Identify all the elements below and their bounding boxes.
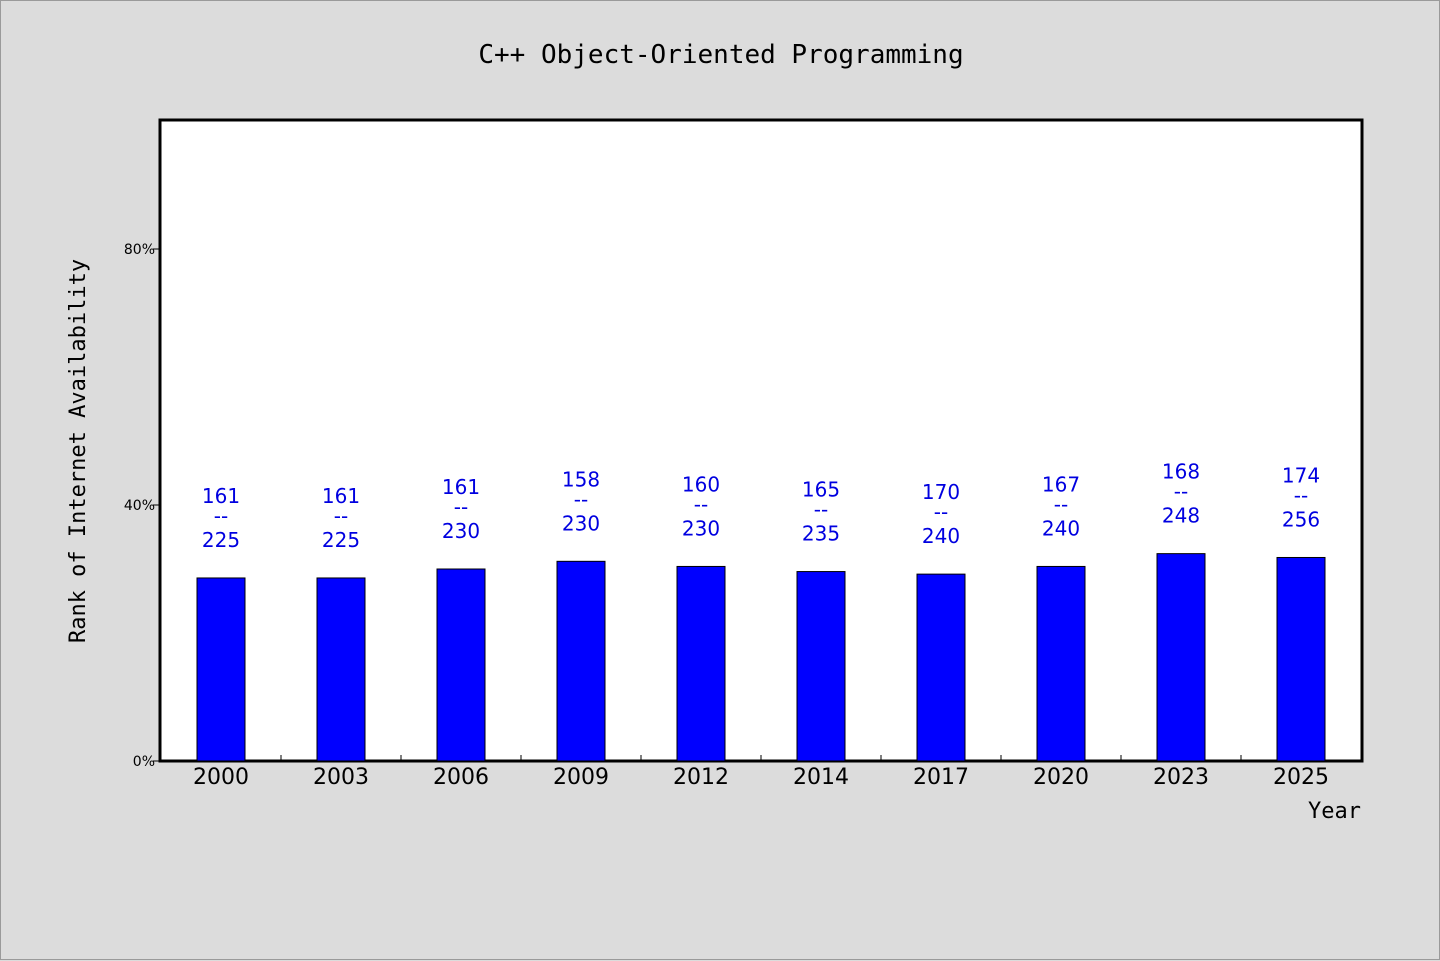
data-label-separator-2006: -- bbox=[454, 495, 468, 519]
data-label-high-2009: 230 bbox=[562, 511, 600, 535]
data-label-low-2012: 160 bbox=[682, 472, 720, 496]
y-tick-label-2: 80% bbox=[124, 242, 155, 258]
data-label-high-2025: 256 bbox=[1282, 507, 1320, 531]
data-label-low-2025: 174 bbox=[1282, 463, 1320, 487]
x-tick-label-2017: 2017 bbox=[913, 765, 969, 790]
data-label-separator-2025: -- bbox=[1294, 483, 1308, 507]
data-label-high-2000: 225 bbox=[202, 528, 240, 552]
y-axis-title: Rank of Internet Availability bbox=[66, 259, 91, 643]
data-label-low-2020: 167 bbox=[1042, 472, 1080, 496]
data-label-separator-2020: -- bbox=[1054, 492, 1068, 516]
x-tick-label-2003: 2003 bbox=[313, 765, 369, 790]
y-axis: 0% 40% 80% bbox=[124, 242, 161, 770]
x-tick-label-2012: 2012 bbox=[673, 765, 729, 790]
x-tick-label-2009: 2009 bbox=[553, 765, 609, 790]
data-label-low-2023: 168 bbox=[1162, 460, 1200, 484]
data-label-low-2009: 158 bbox=[562, 467, 600, 491]
bar-2003 bbox=[316, 577, 366, 762]
data-label-separator-2014: -- bbox=[814, 498, 828, 522]
x-tick-label-2023: 2023 bbox=[1153, 765, 1209, 790]
bar-2000 bbox=[196, 577, 246, 762]
x-axis: 2000 2003 2006 2009 2012 2014 2017 2020 2023 2025 bbox=[193, 755, 1329, 790]
data-label-separator-2023: -- bbox=[1174, 480, 1188, 504]
data-label-separator-2003: -- bbox=[334, 504, 348, 528]
bar-2025 bbox=[1276, 556, 1326, 762]
x-tick-label-2025: 2025 bbox=[1273, 765, 1329, 790]
bar-2009 bbox=[556, 560, 606, 762]
x-tick-label-2014: 2014 bbox=[793, 765, 849, 790]
data-label-separator-2012: -- bbox=[694, 492, 708, 516]
data-label-low-2006: 161 bbox=[442, 475, 480, 499]
x-tick-label-2000: 2000 bbox=[193, 765, 249, 790]
bar-2017 bbox=[916, 573, 966, 762]
x-tick-label-2020: 2020 bbox=[1033, 765, 1089, 790]
data-label-separator-2000: -- bbox=[214, 504, 228, 528]
x-tick-label-2006: 2006 bbox=[433, 765, 489, 790]
data-label-high-2017: 240 bbox=[922, 524, 960, 548]
x-axis-title: Year bbox=[1308, 799, 1361, 824]
bar-2014 bbox=[796, 571, 846, 762]
data-label-low-2000: 161 bbox=[202, 484, 240, 508]
data-labels: 161--225161--225161--230158--230160--230… bbox=[202, 460, 1320, 552]
y-tick-label-0: 0% bbox=[133, 754, 155, 770]
bar-series bbox=[196, 553, 1326, 762]
bar-2012 bbox=[676, 565, 726, 762]
bar-2020 bbox=[1036, 565, 1086, 762]
data-label-low-2017: 170 bbox=[922, 480, 960, 504]
chart-title: C++ Object-Oriented Programming bbox=[478, 40, 963, 70]
data-label-high-2020: 240 bbox=[1042, 516, 1080, 540]
bar-2023 bbox=[1156, 553, 1206, 762]
data-label-high-2023: 248 bbox=[1162, 504, 1200, 528]
data-label-low-2014: 165 bbox=[802, 478, 840, 502]
data-label-high-2012: 230 bbox=[682, 516, 720, 540]
bar-2006 bbox=[436, 568, 486, 762]
data-label-low-2003: 161 bbox=[322, 484, 360, 508]
data-label-high-2006: 230 bbox=[442, 519, 480, 543]
data-label-separator-2009: -- bbox=[574, 487, 588, 511]
y-tick-label-1: 40% bbox=[124, 498, 155, 514]
data-label-separator-2017: -- bbox=[934, 500, 948, 524]
data-label-high-2014: 235 bbox=[802, 522, 840, 546]
data-label-high-2003: 225 bbox=[322, 528, 360, 552]
